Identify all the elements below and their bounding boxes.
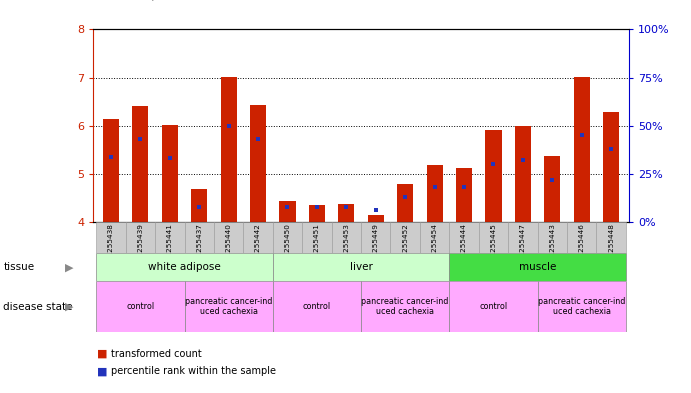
- Bar: [191, 189, 207, 222]
- Bar: [456, 168, 472, 222]
- Bar: [126, 222, 155, 253]
- Bar: [574, 77, 590, 222]
- Bar: [397, 184, 413, 222]
- Text: GDS4899 / 10344498: GDS4899 / 10344498: [93, 0, 220, 2]
- Bar: [567, 222, 596, 253]
- Text: pancreatic cancer-ind
uced cachexia: pancreatic cancer-ind uced cachexia: [538, 297, 625, 316]
- Text: GSM1255450: GSM1255450: [285, 224, 290, 272]
- Bar: [214, 222, 243, 253]
- Text: ■: ■: [97, 366, 107, 376]
- Text: GSM1255440: GSM1255440: [226, 224, 231, 272]
- Bar: [596, 222, 626, 253]
- Text: ▶: ▶: [65, 301, 73, 312]
- Point: [605, 146, 616, 152]
- Bar: [361, 222, 390, 253]
- Text: white adipose: white adipose: [148, 262, 221, 272]
- Point: [341, 204, 352, 210]
- Bar: [96, 222, 126, 253]
- Bar: [449, 281, 538, 332]
- Bar: [426, 165, 443, 222]
- Text: GSM1255444: GSM1255444: [461, 224, 467, 272]
- Bar: [361, 281, 449, 332]
- Bar: [184, 222, 214, 253]
- Bar: [538, 222, 567, 253]
- Text: GSM1255445: GSM1255445: [491, 224, 496, 272]
- Text: GSM1255453: GSM1255453: [343, 224, 350, 272]
- Bar: [515, 126, 531, 222]
- Bar: [302, 222, 332, 253]
- Bar: [279, 201, 296, 222]
- Text: ▶: ▶: [65, 262, 73, 272]
- Bar: [390, 222, 420, 253]
- Bar: [420, 222, 449, 253]
- Point: [399, 194, 410, 200]
- Text: GSM1255452: GSM1255452: [402, 224, 408, 272]
- Bar: [485, 130, 502, 222]
- Text: control: control: [480, 302, 507, 311]
- Bar: [184, 281, 273, 332]
- Bar: [162, 125, 178, 222]
- Bar: [155, 222, 184, 253]
- Bar: [220, 77, 237, 222]
- Point: [576, 132, 587, 138]
- Text: GSM1255446: GSM1255446: [579, 224, 585, 272]
- Bar: [243, 222, 273, 253]
- Text: control: control: [126, 302, 154, 311]
- Point: [164, 155, 176, 162]
- Text: GSM1255439: GSM1255439: [138, 224, 143, 272]
- Bar: [273, 222, 302, 253]
- Text: GSM1255438: GSM1255438: [108, 224, 114, 272]
- Bar: [449, 253, 626, 281]
- Text: muscle: muscle: [519, 262, 556, 272]
- Point: [135, 136, 146, 142]
- Text: liver: liver: [350, 262, 372, 272]
- Bar: [508, 222, 538, 253]
- Bar: [103, 119, 119, 222]
- Bar: [603, 112, 619, 222]
- Bar: [538, 281, 626, 332]
- Text: GSM1255451: GSM1255451: [314, 224, 320, 272]
- Bar: [132, 106, 149, 222]
- Text: disease state: disease state: [3, 301, 73, 312]
- Bar: [479, 222, 508, 253]
- Point: [193, 204, 205, 210]
- Point: [223, 123, 234, 129]
- Point: [547, 176, 558, 183]
- Bar: [96, 281, 184, 332]
- Bar: [273, 253, 449, 281]
- Text: GSM1255447: GSM1255447: [520, 224, 526, 272]
- Text: transformed count: transformed count: [111, 349, 201, 359]
- Point: [429, 184, 440, 191]
- Bar: [273, 281, 361, 332]
- Text: GSM1255441: GSM1255441: [167, 224, 173, 272]
- Bar: [338, 204, 354, 222]
- Text: pancreatic cancer-ind
uced cachexia: pancreatic cancer-ind uced cachexia: [185, 297, 272, 316]
- Text: ■: ■: [97, 349, 107, 359]
- Text: GSM1255442: GSM1255442: [255, 224, 261, 272]
- Text: GSM1255448: GSM1255448: [608, 224, 614, 272]
- Bar: [96, 253, 273, 281]
- Point: [459, 184, 470, 191]
- Point: [282, 204, 293, 210]
- Point: [312, 204, 323, 210]
- Text: GSM1255437: GSM1255437: [196, 224, 202, 272]
- Bar: [368, 215, 384, 222]
- Text: pancreatic cancer-ind
uced cachexia: pancreatic cancer-ind uced cachexia: [361, 297, 449, 316]
- Point: [488, 161, 499, 167]
- Bar: [250, 105, 266, 222]
- Text: control: control: [303, 302, 331, 311]
- Point: [252, 136, 263, 142]
- Text: GSM1255454: GSM1255454: [432, 224, 437, 272]
- Text: GSM1255449: GSM1255449: [372, 224, 379, 272]
- Text: GSM1255443: GSM1255443: [549, 224, 556, 272]
- Bar: [309, 205, 325, 222]
- Point: [106, 153, 117, 160]
- Bar: [545, 156, 560, 222]
- Text: percentile rank within the sample: percentile rank within the sample: [111, 366, 276, 376]
- Bar: [449, 222, 479, 253]
- Point: [370, 208, 381, 214]
- Text: tissue: tissue: [3, 262, 35, 272]
- Point: [518, 157, 529, 163]
- Bar: [332, 222, 361, 253]
